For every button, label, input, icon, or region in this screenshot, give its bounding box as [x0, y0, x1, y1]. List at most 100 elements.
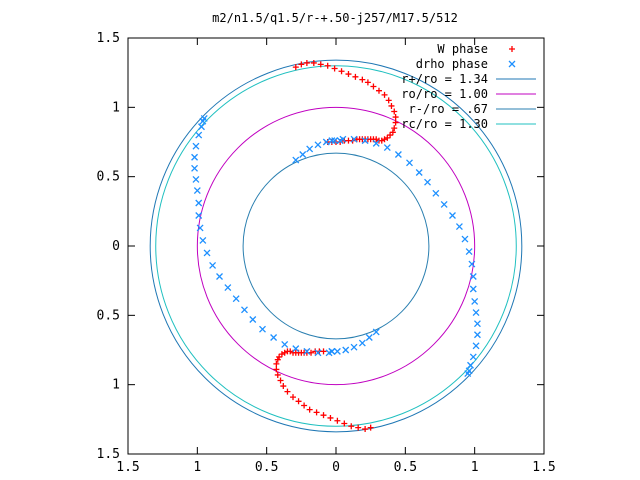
drho-phase-point-13: [455, 223, 463, 231]
drho-phase-point-0: [328, 137, 336, 145]
drho-phase-point-8: [415, 169, 423, 176]
drho-phase-point-29: [299, 151, 307, 158]
w-phase-point-60: [274, 371, 281, 378]
w-phase-point-14: [381, 91, 388, 98]
drho-phase-point-7: [406, 159, 413, 167]
y-tick-label-0: 1.5: [97, 447, 120, 462]
w-phase-point-74: [355, 424, 362, 431]
series-w-phase: [273, 59, 399, 433]
drho-phase-point-66: [350, 343, 358, 351]
series-drho-phase: [191, 114, 481, 378]
circle-2: [242, 152, 430, 340]
drho-phase-point-51: [196, 224, 204, 232]
drho-phase-point-53: [195, 199, 203, 207]
w-phase-point-6: [331, 65, 338, 72]
drho-phase-point-17: [469, 273, 477, 280]
drho-phase-point-65: [358, 339, 366, 347]
w-phase-point-57: [274, 356, 281, 363]
reference-circles: [149, 59, 523, 433]
drho-phase-point-11: [440, 200, 448, 208]
w-phase-point-59: [273, 366, 280, 373]
w-phase-point-1: [298, 61, 305, 68]
drho-phase-point-47: [216, 273, 223, 280]
drho-phase-point-57: [191, 153, 199, 161]
drho-phase-point-34: [336, 137, 344, 145]
w-phase-point-69: [320, 412, 327, 419]
y-tick-label-6: 1.5: [97, 31, 120, 46]
w-phase-point-5: [324, 62, 331, 69]
drho-phase-point-20: [472, 309, 480, 317]
chart-title: m2/n1.5/q1.5/r-+.50-j257/M17.5/512: [212, 11, 458, 25]
drho-phase-point-46: [224, 284, 232, 292]
drho-phase-point-30: [306, 145, 314, 153]
legend-marker-1: [508, 60, 516, 68]
x-tick-label-3: 0: [332, 460, 340, 475]
drho-phase-point-37: [314, 349, 322, 357]
drho-phase-point-24: [469, 353, 477, 361]
y-tick-label-2: 0.5: [97, 308, 120, 323]
drho-phase-point-60: [198, 123, 205, 131]
drho-phase-point-45: [232, 295, 240, 303]
w-phase-point-20: [391, 125, 398, 132]
x-tick-label-1: 1: [193, 460, 201, 475]
w-phase-point-11: [364, 79, 371, 86]
drho-phase-point-64: [365, 334, 373, 341]
drho-phase-point-12: [449, 212, 456, 219]
drho-phase-point-4: [372, 139, 380, 147]
w-phase-point-4: [317, 61, 324, 68]
drho-phase-point-6: [394, 151, 402, 158]
w-phase-point-2: [303, 59, 310, 66]
y-tick-label-3: 0: [112, 239, 120, 254]
drho-phase-point-10: [432, 189, 440, 197]
drho-phase-point-48: [209, 261, 217, 269]
circle-1: [196, 106, 476, 386]
w-phase-point-62: [280, 383, 287, 390]
w-phase-point-56: [276, 353, 283, 360]
drho-phase-point-68: [333, 347, 341, 355]
drho-phase-point-14: [461, 235, 469, 243]
w-phase-point-67: [306, 406, 313, 413]
w-phase-point-72: [341, 420, 348, 427]
w-phase-point-55: [278, 351, 285, 358]
circle-3: [155, 65, 517, 427]
drho-phase-point-50: [199, 236, 207, 244]
x-tick-label-2: 0.5: [255, 460, 278, 475]
w-phase-point-66: [301, 402, 308, 409]
x-tick-labels: 1.5 1 0.5 0 0.5 1 1.5: [116, 460, 555, 475]
axis-ticks: [127, 37, 545, 455]
drho-phase-point-21: [473, 320, 481, 328]
x-tick-label-6: 1.5: [532, 460, 555, 475]
drho-phase-point-40: [281, 340, 289, 348]
drho-phase-point-52: [195, 212, 203, 219]
w-phase-point-15: [385, 97, 392, 104]
drho-phase-point-43: [249, 316, 257, 323]
legend-marker-0: [509, 46, 515, 52]
w-phase-point-58: [273, 360, 280, 367]
w-phase-point-53: [284, 348, 291, 355]
drho-phase-point-63: [372, 328, 380, 336]
drho-phase-point-38: [303, 347, 311, 355]
drho-phase-point-56: [191, 164, 199, 172]
drho-phase-point-15: [465, 248, 473, 256]
legend-label-1: drho phase: [416, 57, 488, 71]
drho-phase-point-23: [472, 342, 480, 350]
drho-phase-point-31: [314, 141, 322, 149]
circle-0: [149, 59, 523, 433]
drho-phase-point-9: [424, 178, 431, 186]
w-phase-point-19: [392, 119, 399, 126]
drho-phase-point-62: [200, 114, 208, 122]
legend-label-3: ro/ro = 1.00: [401, 87, 488, 101]
drho-phase-point-28: [292, 156, 300, 164]
w-phase-point-24: [381, 136, 388, 143]
y-tick-label-4: 0.5: [97, 170, 120, 185]
w-phase-point-76: [367, 424, 374, 431]
x-tick-label-0: 1.5: [116, 460, 139, 475]
legend-label-4: r-/ro = .67: [409, 102, 488, 116]
drho-phase-point-42: [259, 325, 266, 333]
w-phase-point-3: [310, 59, 317, 66]
w-phase-point-7: [338, 68, 345, 75]
w-phase-point-65: [295, 398, 302, 405]
y-tick-labels: 1.5 1 0.5 0 0.5 1 1.5: [97, 31, 120, 462]
